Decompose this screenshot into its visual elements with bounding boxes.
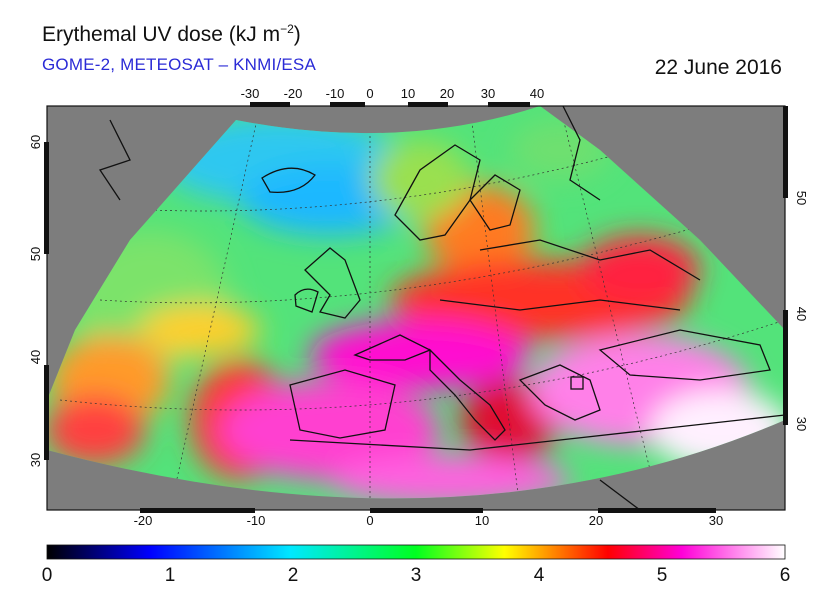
bottom-tick-label: 10 (475, 513, 489, 528)
top-tick-label: 40 (530, 86, 544, 101)
left-tick-label: 30 (28, 453, 43, 467)
right-tick-label: 30 (794, 417, 809, 431)
bottom-tick-label: 30 (709, 513, 723, 528)
colorbar-tick-label: 6 (779, 565, 791, 586)
top-tick-label: 10 (401, 86, 415, 101)
top-tick-label: -10 (326, 86, 345, 101)
colorbar-tick-label: 5 (656, 565, 668, 586)
bottom-tick-label: 0 (366, 513, 373, 528)
map-date: 22 June 2016 (654, 56, 782, 79)
colorbar (46, 544, 786, 560)
colorbar-tick-label: 0 (41, 565, 53, 586)
graticule (59, 106, 785, 499)
left-tick-label: 40 (28, 350, 43, 364)
top-tick-label: 20 (440, 86, 454, 101)
coastlines (98, 106, 785, 510)
colorbar-tick-label: 2 (287, 565, 299, 586)
bottom-tick-label: 20 (589, 513, 603, 528)
top-tick-label: 30 (481, 86, 495, 101)
colorbar-tick-label: 1 (164, 565, 176, 586)
top-tick-label: -30 (241, 86, 260, 101)
left-tick-label: 50 (28, 247, 43, 261)
top-axis-bars (250, 102, 530, 107)
left-tick-label: 60 (28, 135, 43, 149)
colorbar-tick-label: 3 (410, 565, 422, 586)
top-tick-label: -20 (284, 86, 303, 101)
bottom-tick-label: -20 (134, 513, 153, 528)
side-axis-bars (44, 106, 788, 460)
map-title: Erythemal UV dose (kJ m−2) (42, 22, 301, 46)
top-tick-label: 0 (366, 86, 373, 101)
axis-labels: -30 -20 -10 0 10 20 30 40 -20 -10 0 10 20 30 60 50 40 30 5… (28, 86, 809, 528)
map-subtitle: GOME-2, METEOSAT – KNMI/ESA (42, 55, 316, 74)
bottom-axis-bars (140, 508, 716, 513)
right-tick-label: 50 (794, 191, 809, 205)
colorbar-tick-label: 4 (533, 565, 545, 586)
right-tick-label: 40 (794, 307, 809, 321)
bottom-tick-label: -10 (247, 513, 266, 528)
